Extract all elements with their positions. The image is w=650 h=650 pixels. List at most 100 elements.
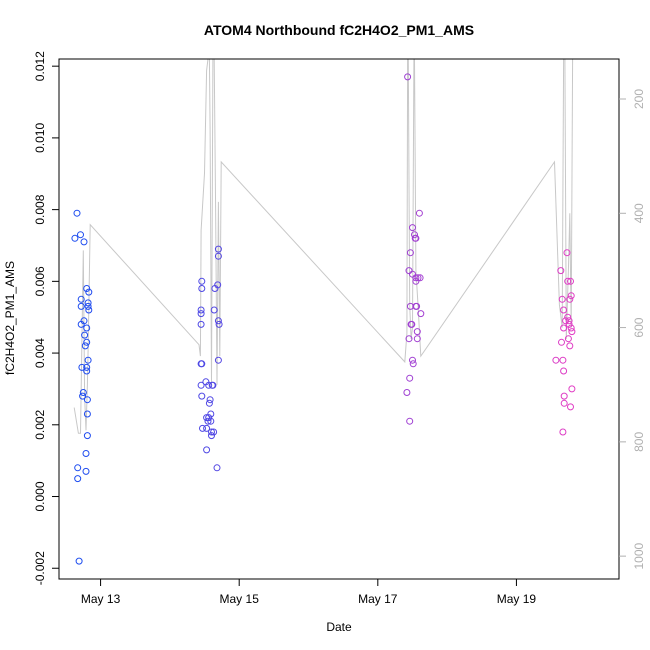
data-point: [206, 396, 214, 404]
data-point: [77, 302, 85, 310]
data-point: [78, 363, 86, 371]
data-point: [413, 328, 421, 336]
data-point: [568, 385, 576, 393]
data-point: [198, 392, 206, 400]
data-point: [560, 399, 568, 407]
data-point: [560, 392, 568, 400]
data-point: [552, 356, 560, 364]
data-point: [198, 360, 206, 368]
data-point: [405, 267, 413, 275]
x-tick-label: May 13: [81, 592, 121, 606]
data-point: [568, 328, 576, 336]
data-point: [412, 277, 420, 285]
axes: May 13 May 15 May 17 May 19 -0.002 0.000 0.002…: [33, 51, 646, 606]
y2-tick-label: 800: [632, 432, 646, 452]
data-point: [81, 331, 89, 339]
data-point: [82, 467, 90, 475]
data-point: [566, 295, 574, 303]
data-point: [214, 356, 222, 364]
data-point: [412, 274, 420, 282]
data-point: [77, 295, 85, 303]
data-point: [85, 306, 93, 314]
data-point: [83, 432, 91, 440]
data-points: [71, 73, 576, 565]
data-point: [207, 417, 215, 425]
data-point: [558, 295, 566, 303]
data-point: [83, 363, 91, 371]
data-point: [560, 367, 568, 375]
x-tick-label: May 19: [497, 592, 537, 606]
x-tick-label: May 15: [220, 592, 260, 606]
data-point: [417, 310, 425, 318]
data-point: [411, 231, 418, 239]
y2-tick-label: 200: [632, 89, 646, 109]
y2-tick-label: 600: [632, 317, 646, 337]
data-point: [197, 320, 205, 328]
data-point: [557, 267, 565, 275]
data-point: [406, 417, 414, 425]
data-point: [214, 252, 222, 260]
data-point: [80, 317, 88, 325]
data-point: [405, 335, 413, 343]
data-point: [564, 335, 572, 343]
data-point: [82, 450, 90, 457]
data-point: [416, 274, 424, 282]
data-point: [205, 399, 213, 407]
y-tick-label: 0.002: [33, 409, 47, 439]
data-point: [84, 356, 92, 364]
data-point: [203, 424, 211, 432]
data-point: [562, 317, 570, 325]
data-point: [74, 475, 82, 483]
data-point: [564, 313, 572, 321]
data-point: [215, 320, 223, 328]
chart-title: ATOM4 Northbound fC2H4O2_PM1_AMS: [204, 22, 474, 38]
data-point: [73, 209, 81, 217]
data-point: [83, 396, 91, 404]
pressure-trace: [73, 59, 574, 434]
plot-frame: [58, 58, 620, 580]
data-point: [197, 381, 205, 389]
data-point: [558, 338, 565, 346]
data-point: [80, 238, 88, 246]
data-point: [408, 320, 416, 328]
data-point: [413, 302, 421, 310]
y-tick-label: 0.000: [33, 481, 47, 511]
data-point: [85, 288, 93, 296]
y-tick-label: 0.004: [33, 338, 47, 368]
data-point: [79, 392, 87, 400]
data-point: [414, 274, 422, 282]
data-point: [198, 277, 206, 285]
x-axis-label: Date: [326, 620, 352, 634]
data-point: [214, 281, 222, 289]
data-point: [203, 446, 211, 454]
data-point: [567, 324, 575, 332]
data-point: [406, 249, 414, 257]
data-point: [560, 324, 568, 332]
data-point: [213, 464, 221, 472]
data-point: [208, 428, 215, 436]
data-point: [83, 324, 91, 332]
data-point: [210, 428, 218, 436]
y2-tick-label: 1000: [632, 542, 646, 569]
data-point: [83, 285, 91, 292]
data-point: [204, 417, 212, 425]
y-axis-label: fC2H4O2_PM1_AMS: [3, 261, 17, 375]
data-point: [415, 209, 423, 217]
y2-tick-label: 400: [632, 203, 646, 223]
data-point: [214, 245, 222, 253]
data-point: [413, 335, 421, 343]
data-point: [205, 381, 213, 389]
data-point: [409, 356, 416, 364]
data-point: [567, 292, 575, 300]
data-point: [199, 424, 206, 432]
data-point: [77, 231, 84, 239]
data-point: [81, 342, 89, 350]
data-point: [559, 356, 567, 364]
data-point: [207, 410, 215, 418]
data-point: [559, 428, 567, 436]
data-point: [75, 557, 83, 565]
data-point: [203, 414, 211, 422]
data-point: [74, 464, 82, 472]
data-point: [566, 342, 574, 350]
